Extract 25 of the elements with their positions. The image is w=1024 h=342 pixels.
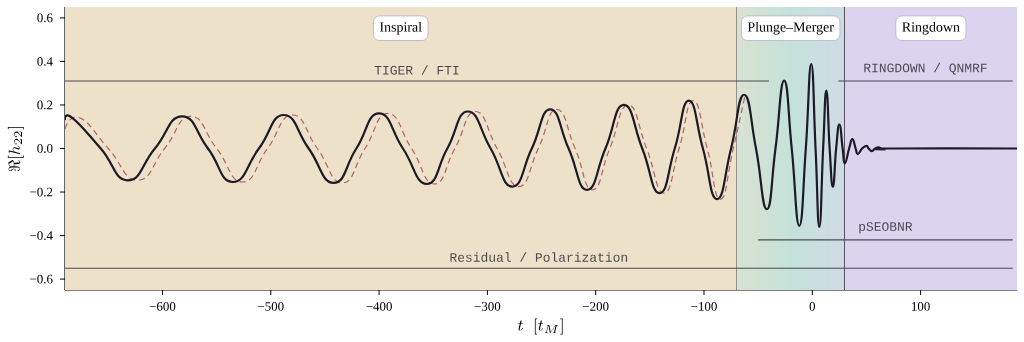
series-label: Residual / Polarization (450, 252, 628, 262)
x-tick-label: −100 (691, 302, 717, 311)
series-label: RINGDOWN / QNMRF (864, 62, 987, 75)
band-label: Ringdown (902, 21, 960, 35)
y-tick-label: −0.6 (30, 274, 53, 284)
x-tick-label: −400 (366, 302, 392, 311)
x-tick-label: 100 (912, 302, 930, 311)
band-label: Inspiral (379, 21, 422, 35)
line-series (65, 94, 746, 200)
y-tick-label: 0.6 (37, 13, 53, 23)
band-label: Plunge–Merger (747, 21, 834, 35)
y-tick-label: −0.4 (30, 231, 53, 240)
x-tick-label: −300 (474, 302, 501, 311)
y-tick-label: 0.0 (37, 144, 53, 153)
x-tick-label: 0 (809, 302, 816, 311)
series-label: pSEOBNR (859, 222, 913, 234)
x-axis-title: $t\;\;[t_M]$ (517, 318, 563, 335)
series-label: TIGER / FTI (374, 65, 459, 75)
x-tick-label: −200 (582, 302, 609, 311)
x-tick-label: −600 (149, 302, 176, 311)
y-tick-label: 0.4 (37, 57, 53, 66)
y-axis-title: $\Re[h_{22}]$ (7, 126, 24, 172)
y-tick-label: −0.2 (30, 187, 53, 197)
x-tick-label: −500 (258, 302, 284, 311)
y-tick-label: 0.2 (37, 100, 53, 110)
